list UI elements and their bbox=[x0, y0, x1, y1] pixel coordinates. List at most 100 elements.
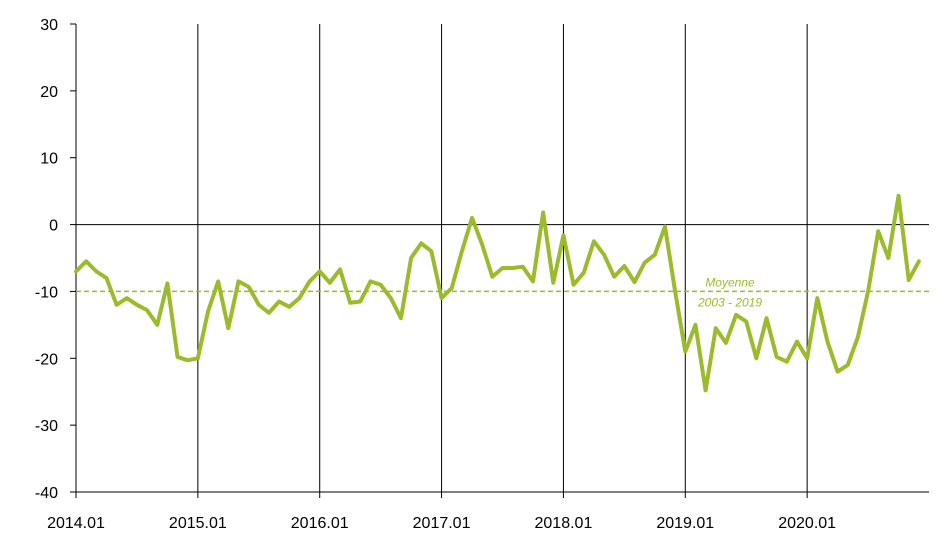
data-point bbox=[561, 233, 565, 237]
data-point bbox=[297, 296, 301, 300]
x-tick-label: 2018.01 bbox=[535, 515, 593, 532]
data-point bbox=[429, 249, 433, 253]
data-point bbox=[805, 356, 809, 360]
y-tick-label: -40 bbox=[35, 485, 58, 502]
data-point bbox=[399, 316, 403, 320]
data-point bbox=[155, 323, 159, 327]
data-point bbox=[531, 279, 535, 283]
data-point bbox=[907, 278, 911, 282]
y-tick-label: -30 bbox=[35, 418, 58, 435]
x-tick-label: 2017.01 bbox=[413, 515, 471, 532]
data-point bbox=[368, 279, 372, 283]
data-point bbox=[846, 363, 850, 367]
x-tick-label: 2015.01 bbox=[169, 515, 227, 532]
x-tick-label: 2016.01 bbox=[291, 515, 349, 532]
data-point bbox=[582, 271, 586, 275]
data-point bbox=[815, 296, 819, 300]
data-point bbox=[409, 256, 413, 260]
data-point bbox=[125, 296, 129, 300]
data-point bbox=[257, 303, 261, 307]
data-point bbox=[785, 360, 789, 364]
data-point bbox=[287, 305, 291, 309]
vertical-gridlines bbox=[197, 24, 808, 492]
data-point bbox=[825, 340, 829, 344]
data-point bbox=[328, 281, 332, 285]
data-point bbox=[186, 358, 190, 362]
data-point bbox=[277, 299, 281, 303]
data-point bbox=[754, 356, 758, 360]
y-tick-label: 30 bbox=[40, 17, 58, 34]
data-point bbox=[226, 326, 230, 330]
y-tick-label: 0 bbox=[49, 218, 58, 235]
data-point bbox=[886, 256, 890, 260]
data-point bbox=[511, 266, 515, 270]
data-point bbox=[389, 296, 393, 300]
data-point bbox=[734, 313, 738, 317]
data-point bbox=[318, 269, 322, 273]
x-axis: 2014.01 2015.01 2016.01 2017.01 2018.01 2019.… bbox=[47, 491, 929, 532]
data-point bbox=[521, 265, 525, 269]
data-point bbox=[247, 285, 251, 289]
x-tick-label: 2014.01 bbox=[47, 515, 105, 532]
data-point bbox=[490, 275, 494, 279]
data-point bbox=[236, 279, 240, 283]
data-point bbox=[572, 283, 576, 287]
y-axis: 30 20 10 0 -10 -20 -30 -40 bbox=[35, 17, 77, 502]
series-line bbox=[74, 193, 921, 393]
data-point bbox=[145, 308, 149, 312]
data-point bbox=[551, 281, 555, 285]
data-point bbox=[216, 279, 220, 283]
data-point bbox=[419, 241, 423, 245]
data-point bbox=[775, 355, 779, 359]
data-point bbox=[866, 289, 870, 293]
data-point bbox=[94, 269, 98, 273]
data-point bbox=[206, 309, 210, 313]
data-point bbox=[643, 261, 647, 265]
x-tick-label: 2019.01 bbox=[656, 515, 714, 532]
data-point bbox=[592, 239, 596, 243]
data-point bbox=[450, 286, 454, 290]
data-point bbox=[693, 323, 697, 327]
y-tick-label: 20 bbox=[40, 84, 58, 101]
data-point bbox=[795, 340, 799, 344]
data-point bbox=[74, 269, 78, 273]
data-point bbox=[165, 281, 169, 285]
data-point bbox=[460, 249, 464, 253]
data-point bbox=[348, 301, 352, 305]
data-point bbox=[917, 259, 921, 263]
data-point bbox=[440, 296, 444, 300]
average-label-line2: 2003 - 2019 bbox=[697, 295, 762, 309]
data-point bbox=[196, 356, 200, 360]
data-point bbox=[714, 326, 718, 330]
y-tick-label: 10 bbox=[40, 151, 58, 168]
data-point bbox=[663, 225, 667, 229]
data-point bbox=[876, 229, 880, 233]
data-point bbox=[653, 253, 657, 257]
data-point bbox=[836, 370, 840, 374]
data-point bbox=[724, 341, 728, 345]
data-point bbox=[338, 267, 342, 271]
data-point bbox=[135, 303, 139, 307]
data-point bbox=[480, 243, 484, 247]
data-point bbox=[104, 276, 108, 280]
data-point bbox=[470, 216, 474, 220]
data-point bbox=[501, 266, 504, 270]
data-point bbox=[765, 316, 769, 320]
data-point bbox=[308, 279, 312, 283]
data-point bbox=[622, 264, 626, 268]
data-point bbox=[704, 388, 708, 392]
data-point bbox=[897, 194, 901, 198]
data-point bbox=[115, 303, 119, 307]
data-point bbox=[267, 311, 271, 315]
y-tick-label: -20 bbox=[35, 351, 58, 368]
data-point bbox=[602, 253, 606, 257]
average-label-line1: Moyenne bbox=[705, 275, 755, 289]
x-tick-label: 2020.01 bbox=[778, 515, 836, 532]
y-tick-label: -10 bbox=[35, 284, 58, 301]
data-point bbox=[856, 335, 860, 339]
data-point bbox=[612, 275, 616, 279]
data-point bbox=[683, 350, 687, 354]
data-point bbox=[84, 259, 88, 263]
data-point bbox=[744, 320, 748, 324]
